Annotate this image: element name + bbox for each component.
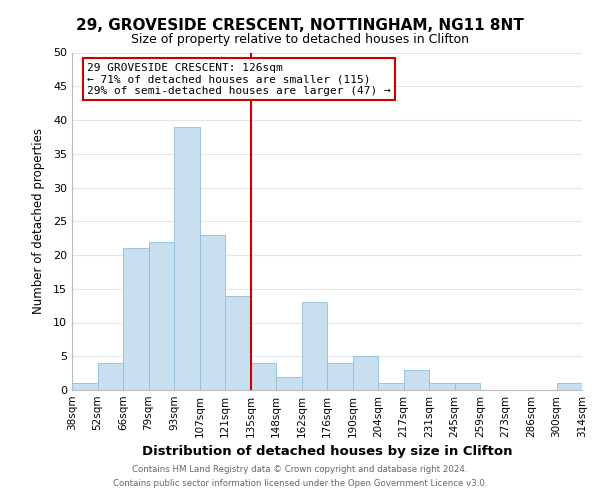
Bar: [174, 126, 199, 390]
Bar: [302, 302, 327, 390]
Bar: [557, 383, 582, 390]
Bar: [199, 235, 225, 390]
Bar: [353, 356, 378, 390]
Bar: [225, 296, 251, 390]
X-axis label: Distribution of detached houses by size in Clifton: Distribution of detached houses by size …: [142, 446, 512, 458]
Bar: [327, 363, 353, 390]
Text: Contains HM Land Registry data © Crown copyright and database right 2024.
Contai: Contains HM Land Registry data © Crown c…: [113, 466, 487, 487]
Bar: [378, 383, 404, 390]
Bar: [404, 370, 429, 390]
Text: 29, GROVESIDE CRESCENT, NOTTINGHAM, NG11 8NT: 29, GROVESIDE CRESCENT, NOTTINGHAM, NG11…: [76, 18, 524, 32]
Bar: [429, 383, 455, 390]
Bar: [455, 383, 480, 390]
Bar: [149, 242, 174, 390]
Bar: [251, 363, 276, 390]
Bar: [72, 383, 97, 390]
Text: Size of property relative to detached houses in Clifton: Size of property relative to detached ho…: [131, 32, 469, 46]
Bar: [123, 248, 149, 390]
Text: 29 GROVESIDE CRESCENT: 126sqm
← 71% of detached houses are smaller (115)
29% of : 29 GROVESIDE CRESCENT: 126sqm ← 71% of d…: [88, 62, 391, 96]
Bar: [97, 363, 123, 390]
Bar: [276, 376, 302, 390]
Y-axis label: Number of detached properties: Number of detached properties: [32, 128, 44, 314]
